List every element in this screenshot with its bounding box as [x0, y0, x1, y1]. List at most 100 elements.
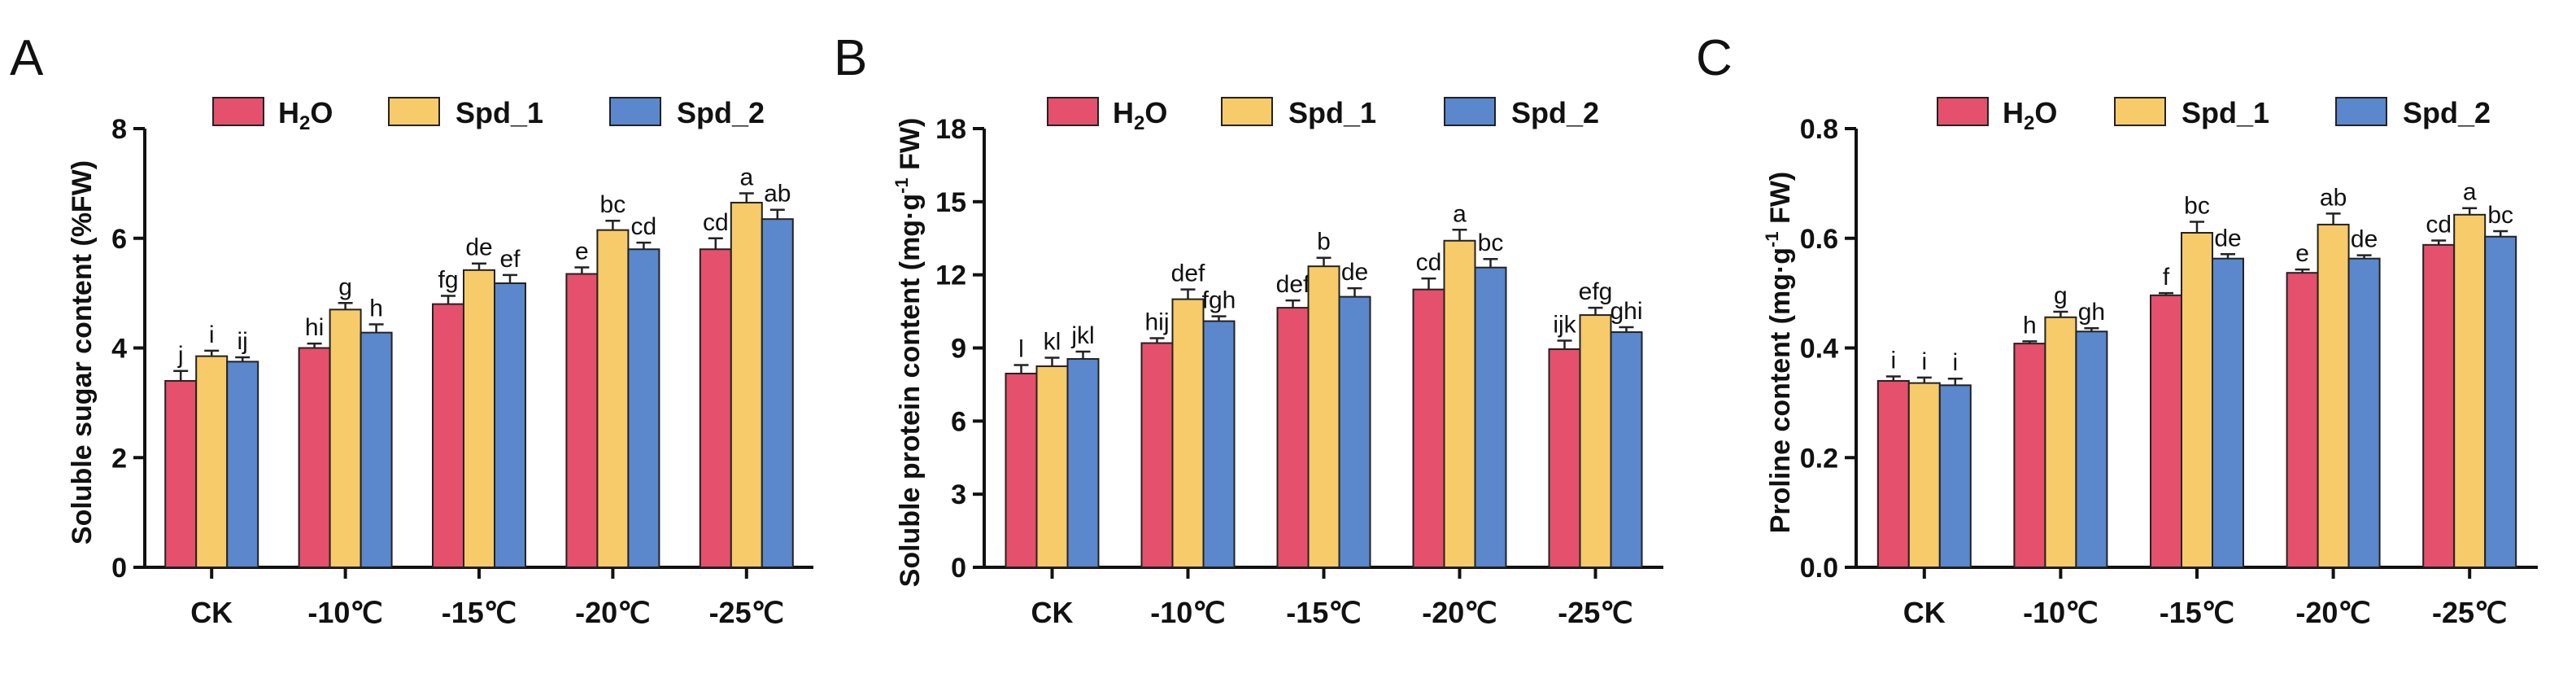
error-bar-spd2	[235, 356, 251, 362]
bar-h2o	[298, 347, 331, 568]
significance-label: hij	[1144, 309, 1169, 336]
legend-swatch-spd2	[2335, 97, 2387, 126]
panel-b: B H2O Spd_1 Spd_2 Soluble protein conten…	[834, 30, 1663, 629]
significance-label: kl	[1044, 328, 1061, 355]
x-category-label: -10℃	[307, 596, 382, 629]
error-bar-spd2	[1483, 257, 1498, 268]
significance-label: ab	[764, 181, 791, 208]
legend-label-spd2: Spd_2	[677, 96, 765, 129]
error-bar-spd2	[503, 273, 517, 283]
bar-h2o	[1276, 307, 1310, 568]
bar-spd2	[1202, 320, 1236, 568]
error-bar-h2o	[1013, 364, 1029, 374]
legend-swatch-spd1	[388, 97, 440, 126]
x-category-label: -10℃	[1150, 596, 1225, 629]
y-tick-label: 4	[111, 334, 127, 365]
legend-label-h2o: H2O	[278, 96, 333, 134]
error-bar-spd1	[1588, 306, 1603, 316]
legend: H2O Spd_1 Spd_2	[1937, 96, 2491, 134]
x-category-label: -15℃	[2160, 596, 2234, 629]
significance-label: def	[1276, 271, 1310, 298]
significance-label: ab	[2320, 184, 2347, 211]
bar-spd2	[1474, 266, 1507, 568]
bar-spd2	[2212, 257, 2244, 568]
bar-spd1	[1171, 298, 1205, 568]
legend-label-spd1: Spd_1	[2182, 96, 2269, 129]
error-bar-h2o	[2431, 239, 2447, 245]
significance-label: a	[1453, 200, 1467, 227]
significance-label: def	[1171, 260, 1205, 287]
bar-spd2	[1610, 331, 1643, 568]
x-category-label: CK	[1903, 596, 1946, 629]
error-bar-h2o	[2159, 291, 2173, 295]
error-bar-spd1	[472, 262, 486, 270]
error-bar-spd1	[2190, 221, 2204, 234]
x-category-label: -25℃	[709, 596, 784, 629]
legend-swatch-spd2	[609, 97, 661, 126]
bar-h2o	[1140, 342, 1174, 568]
legend-swatch-spd1	[1221, 97, 1273, 126]
y-tick-label: 12	[935, 260, 966, 291]
bar-spd2	[1338, 295, 1371, 568]
legend: H2O Spd_1 Spd_2	[1047, 96, 1599, 134]
bar-spd1	[1307, 265, 1340, 568]
significance-label: e	[575, 238, 589, 265]
legend-label-h2o: H2O	[1113, 96, 1167, 134]
significance-label: j	[177, 342, 184, 369]
x-category-label: CK	[1031, 596, 1074, 629]
bar-spd1	[1579, 314, 1612, 568]
x-category-label: -15℃	[442, 596, 517, 629]
y-tick-label: 15	[935, 187, 966, 218]
bar-spd2	[1066, 357, 1100, 568]
x-category-label: -20℃	[1422, 596, 1497, 629]
error-bar-spd1	[1452, 229, 1467, 241]
y-tick-label: 18	[935, 114, 966, 145]
significance-label: ef	[499, 246, 521, 273]
bar-h2o	[1412, 288, 1445, 568]
significance-label: hi	[305, 314, 324, 341]
error-bar-spd2	[2084, 326, 2099, 332]
bar-h2o	[2286, 272, 2319, 568]
bar-spd1	[1907, 382, 1941, 568]
y-tick-label: 6	[111, 224, 127, 255]
error-bar-h2o	[708, 237, 723, 250]
error-bar-h2o	[2295, 268, 2310, 273]
bar-h2o	[565, 273, 599, 568]
significance-label: fgh	[1202, 287, 1236, 314]
legend-label-spd1: Spd_1	[455, 96, 543, 129]
y-tick-label: 0.2	[1800, 443, 1838, 474]
bar-h2o	[2150, 294, 2182, 568]
bar-h2o	[164, 379, 198, 568]
error-bar-spd2	[2221, 253, 2235, 259]
bar-spd2	[627, 248, 660, 568]
y-axis-title: Soluble sugar content (%FW)	[67, 160, 98, 545]
significance-label: g	[2054, 282, 2068, 309]
bar-spd2	[226, 361, 259, 568]
legend-swatch-h2o	[1047, 97, 1099, 126]
significance-label: l	[1018, 335, 1024, 362]
error-bar-spd2	[1947, 377, 1963, 386]
significance-label: efg	[1579, 278, 1613, 305]
legend-label-spd2: Spd_2	[1511, 96, 1599, 129]
significance-label: a	[2463, 179, 2477, 206]
error-bar-spd1	[2325, 212, 2341, 225]
bar-h2o	[699, 248, 732, 568]
y-axis-title: Proline content (mg·g-1 FW)	[1762, 172, 1796, 534]
error-bar-spd2	[1075, 350, 1091, 359]
x-category-label: -20℃	[575, 596, 650, 629]
error-bar-spd1	[2462, 207, 2478, 215]
error-bar-spd2	[368, 323, 384, 333]
bar-spd1	[730, 201, 763, 569]
legend-label-h2o: H2O	[2003, 96, 2057, 134]
bar-h2o	[1005, 372, 1038, 569]
panel-letter-c: C	[1696, 30, 1733, 86]
y-tick-label: 0	[111, 553, 127, 584]
error-bar-h2o	[1885, 375, 1901, 381]
error-bar-spd2	[2493, 230, 2508, 237]
x-category-label: -25℃	[1558, 596, 1632, 629]
significance-label: h	[369, 295, 383, 322]
legend-swatch-h2o	[212, 97, 264, 126]
significance-label: fg	[438, 266, 458, 293]
